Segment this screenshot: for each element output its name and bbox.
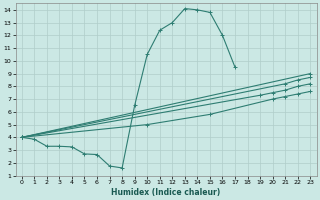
- X-axis label: Humidex (Indice chaleur): Humidex (Indice chaleur): [111, 188, 221, 197]
